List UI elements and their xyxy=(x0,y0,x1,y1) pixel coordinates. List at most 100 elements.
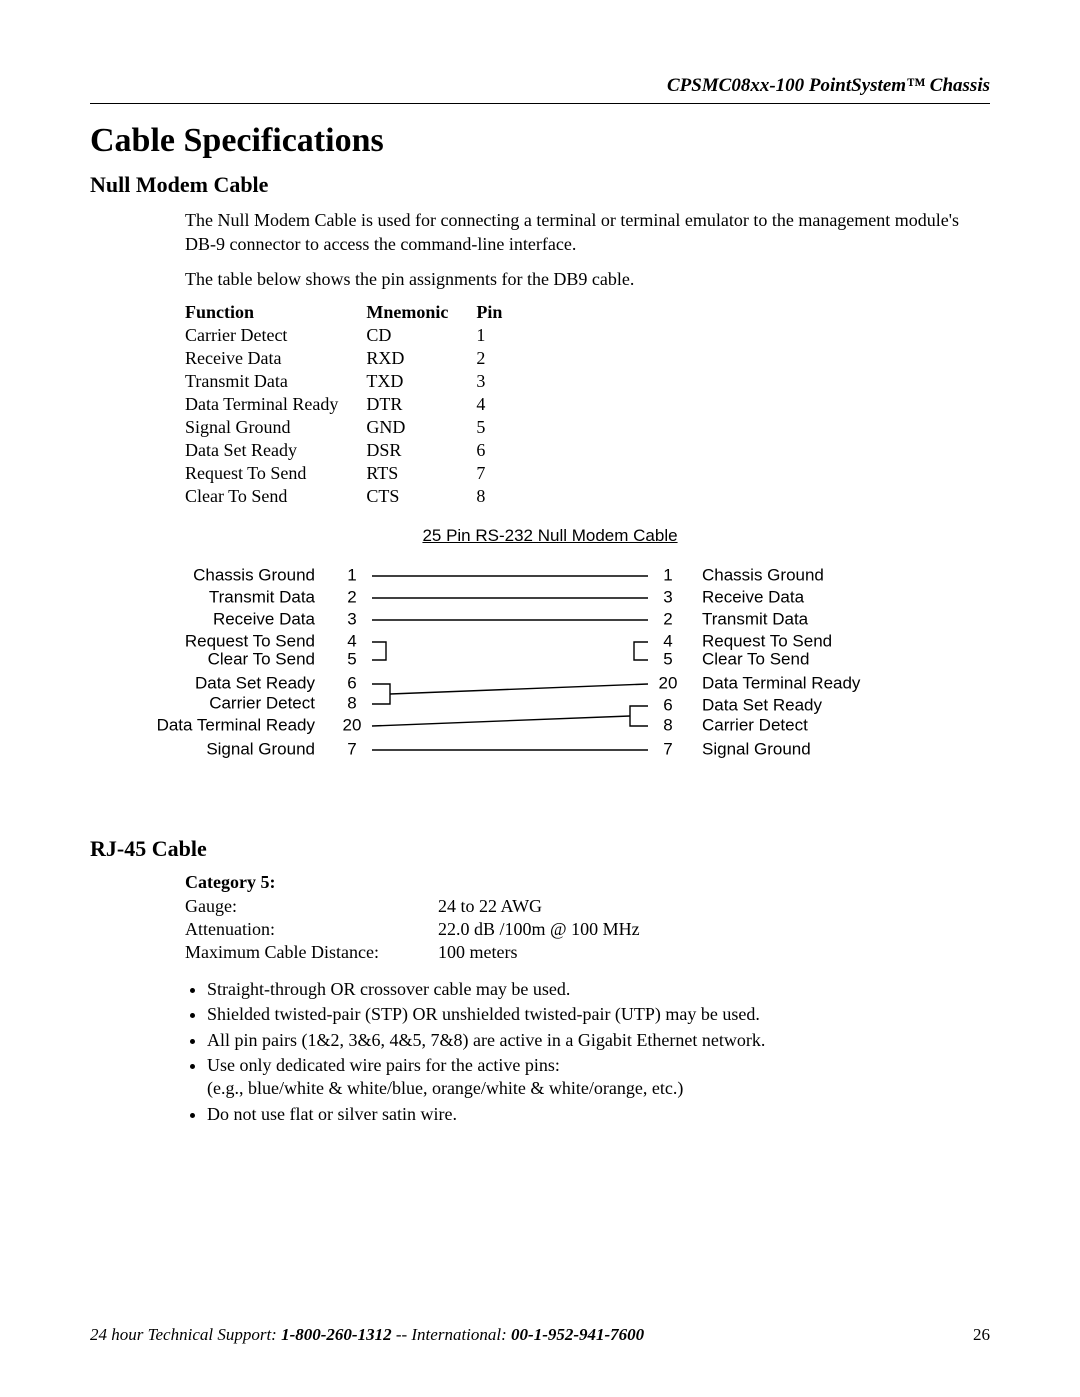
svg-text:Clear To Send: Clear To Send xyxy=(702,649,809,668)
spec-row: Attenuation:22.0 dB /100m @ 100 MHz xyxy=(185,918,658,941)
svg-text:20: 20 xyxy=(659,673,678,692)
list-item: Use only dedicated wire pairs for the ac… xyxy=(207,1054,990,1101)
svg-text:8: 8 xyxy=(347,693,356,712)
svg-text:5: 5 xyxy=(663,649,672,668)
svg-text:2: 2 xyxy=(347,587,356,606)
svg-text:6: 6 xyxy=(663,695,672,714)
spec-label: Gauge: xyxy=(185,895,438,918)
col-header-mnemonic: Mnemonic xyxy=(366,301,476,324)
null-modem-para-1: The Null Modem Cable is used for connect… xyxy=(185,208,990,257)
svg-text:Request To Send: Request To Send xyxy=(702,631,832,650)
svg-text:Signal Ground: Signal Ground xyxy=(702,739,811,758)
svg-text:Receive Data: Receive Data xyxy=(702,587,805,606)
table-row: Signal GroundGND5 xyxy=(185,416,502,439)
list-item: All pin pairs (1&2, 3&6, 4&5, 7&8) are a… xyxy=(207,1029,990,1052)
svg-text:1: 1 xyxy=(347,565,356,584)
svg-text:7: 7 xyxy=(663,739,672,758)
footer-middle: -- International: xyxy=(392,1325,511,1344)
cell-function: Carrier Detect xyxy=(185,324,366,347)
svg-text:Data Terminal Ready: Data Terminal Ready xyxy=(157,715,316,734)
cell-pin: 1 xyxy=(476,324,502,347)
svg-text:Signal Ground: Signal Ground xyxy=(206,739,315,758)
cell-mnemonic: CD xyxy=(366,324,476,347)
spec-label: Maximum Cable Distance: xyxy=(185,941,438,964)
section-heading-rj45: RJ-45 Cable xyxy=(90,836,990,862)
running-header: CPSMC08xx-100 PointSystem™ Chassis xyxy=(90,75,990,104)
svg-text:20: 20 xyxy=(343,715,362,734)
null-modem-diagram: Chassis Ground 1 1 Chassis Ground Transmit D… xyxy=(90,556,990,796)
svg-text:2: 2 xyxy=(663,609,672,628)
svg-text:3: 3 xyxy=(663,587,672,606)
spec-value: 24 to 22 AWG xyxy=(438,895,658,918)
rj45-spec-table: Gauge:24 to 22 AWG Attenuation:22.0 dB /… xyxy=(185,895,658,964)
svg-text:4: 4 xyxy=(663,631,672,650)
svg-text:Carrier Detect: Carrier Detect xyxy=(702,715,808,734)
cell-pin: 3 xyxy=(476,370,502,393)
footer-phone-2: 00-1-952-941-7600 xyxy=(511,1325,644,1344)
rj45-bullet-list: Straight-through OR crossover cable may … xyxy=(185,978,990,1126)
svg-text:Receive Data: Receive Data xyxy=(213,609,316,628)
list-item-text: Use only dedicated wire pairs for the ac… xyxy=(207,1055,560,1075)
cell-function: Data Set Ready xyxy=(185,439,366,462)
cell-pin: 6 xyxy=(476,439,502,462)
col-header-function: Function xyxy=(185,301,366,324)
category5-label: Category 5: xyxy=(185,872,990,893)
svg-text:Chassis Ground: Chassis Ground xyxy=(193,565,315,584)
svg-text:6: 6 xyxy=(347,673,356,692)
cell-mnemonic: RXD xyxy=(366,347,476,370)
db9-pin-table: Function Mnemonic Pin Carrier DetectCD1 … xyxy=(185,301,502,508)
svg-text:Transmit Data: Transmit Data xyxy=(702,609,809,628)
cell-function: Signal Ground xyxy=(185,416,366,439)
footer-prefix: 24 hour Technical Support: xyxy=(90,1325,281,1344)
cell-pin: 4 xyxy=(476,393,502,416)
svg-text:Data Set Ready: Data Set Ready xyxy=(195,673,316,692)
cell-mnemonic: DSR xyxy=(366,439,476,462)
cell-function: Transmit Data xyxy=(185,370,366,393)
list-item-sub: (e.g., blue/white & white/blue, orange/w… xyxy=(207,1078,683,1098)
svg-text:1: 1 xyxy=(663,565,672,584)
cell-mnemonic: DTR xyxy=(366,393,476,416)
svg-text:4: 4 xyxy=(347,631,356,650)
svg-text:Data Set Ready: Data Set Ready xyxy=(702,695,823,714)
svg-text:Request To Send: Request To Send xyxy=(185,631,315,650)
cell-mnemonic: GND xyxy=(366,416,476,439)
spec-label: Attenuation: xyxy=(185,918,438,941)
spec-row: Gauge:24 to 22 AWG xyxy=(185,895,658,918)
list-item: Do not use flat or silver satin wire. xyxy=(207,1103,990,1126)
cell-pin: 5 xyxy=(476,416,502,439)
table-row: Clear To SendCTS8 xyxy=(185,485,502,508)
cell-function: Request To Send xyxy=(185,462,366,485)
page-number: 26 xyxy=(973,1325,990,1345)
spec-row: Maximum Cable Distance:100 meters xyxy=(185,941,658,964)
svg-text:Chassis Ground: Chassis Ground xyxy=(702,565,824,584)
page-title: Cable Specifications xyxy=(90,122,990,160)
diagram-title: 25 Pin RS-232 Null Modem Cable xyxy=(230,526,870,546)
cell-function: Receive Data xyxy=(185,347,366,370)
table-row: Transmit DataTXD3 xyxy=(185,370,502,393)
svg-text:8: 8 xyxy=(663,715,672,734)
cell-pin: 8 xyxy=(476,485,502,508)
svg-text:7: 7 xyxy=(347,739,356,758)
section-heading-null-modem: Null Modem Cable xyxy=(90,172,990,198)
spec-value: 22.0 dB /100m @ 100 MHz xyxy=(438,918,658,941)
table-row: Carrier DetectCD1 xyxy=(185,324,502,347)
cell-pin: 7 xyxy=(476,462,502,485)
table-row: Receive DataRXD2 xyxy=(185,347,502,370)
svg-text:Data Terminal Ready: Data Terminal Ready xyxy=(702,673,861,692)
cell-mnemonic: TXD xyxy=(366,370,476,393)
cell-function: Clear To Send xyxy=(185,485,366,508)
footer-phone-1: 1-800-260-1312 xyxy=(281,1325,391,1344)
list-item: Straight-through OR crossover cable may … xyxy=(207,978,990,1001)
null-modem-para-2: The table below shows the pin assignment… xyxy=(185,267,990,291)
cell-pin: 2 xyxy=(476,347,502,370)
cell-mnemonic: CTS xyxy=(366,485,476,508)
svg-text:5: 5 xyxy=(347,649,356,668)
col-header-pin: Pin xyxy=(476,301,502,324)
cell-function: Data Terminal Ready xyxy=(185,393,366,416)
svg-text:Transmit Data: Transmit Data xyxy=(209,587,316,606)
table-row: Request To SendRTS7 xyxy=(185,462,502,485)
table-row: Data Set ReadyDSR6 xyxy=(185,439,502,462)
svg-text:Carrier Detect: Carrier Detect xyxy=(209,693,315,712)
svg-text:Clear To Send: Clear To Send xyxy=(208,649,315,668)
spec-value: 100 meters xyxy=(438,941,658,964)
